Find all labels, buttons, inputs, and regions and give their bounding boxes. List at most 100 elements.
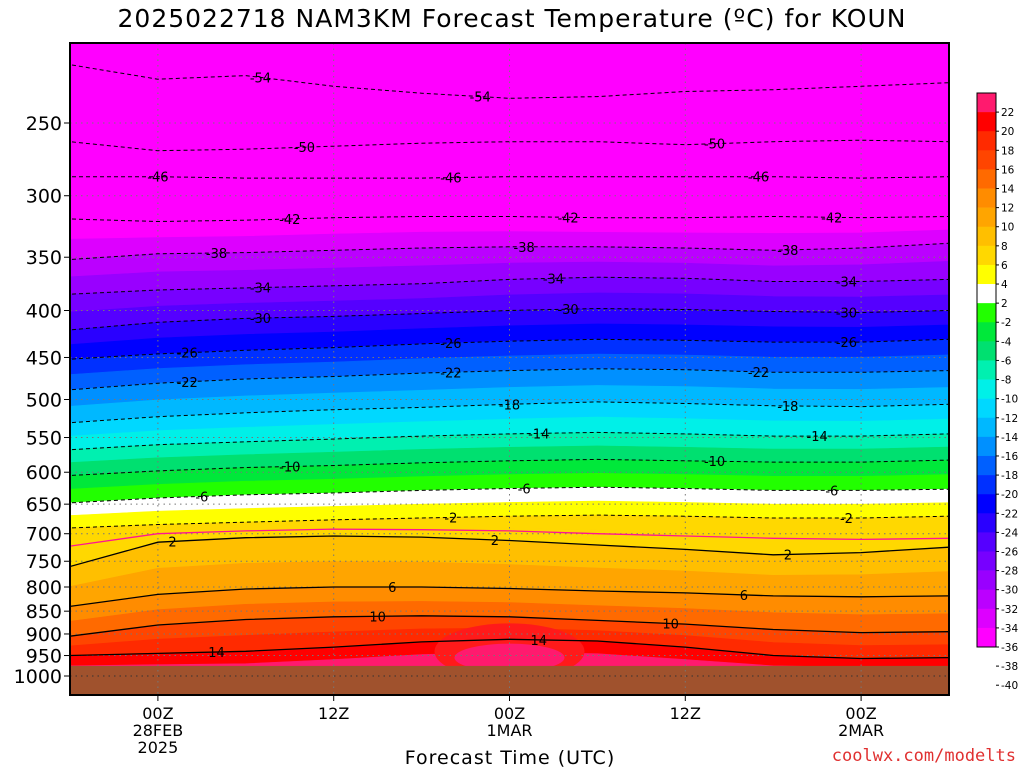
isotherm--22 [70,368,949,391]
isotherm--54 [70,64,949,99]
colorbar-swatch [977,551,996,571]
y-tick-label: 900 [26,624,62,646]
isotherm-label: -38 [206,247,227,262]
colorbar-label: -40 [1001,680,1018,692]
x-tick-label: 00Z [142,704,173,723]
colorbar-label: -18 [1001,470,1018,482]
isotherm-6 [70,586,949,608]
isotherm-label: -6 [518,482,531,497]
colorbar-swatch [977,341,996,361]
isotherm--30 [70,307,949,331]
colorbar-swatch [977,303,996,323]
freezing-line [70,528,949,547]
y-axis: 2503003504004505005506006507007508008509… [14,113,70,688]
isotherm-label: -18 [777,400,798,415]
colorbar-swatch [977,226,996,247]
colorbar-label: -32 [1001,604,1018,616]
colorbar-label: -38 [1001,661,1018,673]
colorbar-swatch [977,398,996,419]
colorbar-label: -4 [1001,336,1012,348]
x-tick-label: 12Z [318,704,349,723]
colorbar-label: 8 [1001,241,1008,253]
colorbar-label: 12 [1001,203,1014,215]
isotherm--38 [70,242,949,260]
colorbar-label: -2 [1001,317,1011,329]
isotherm-label: 2 [784,548,792,563]
colorbar-label: 10 [1001,222,1014,234]
x-tick-label: 28FEB [133,721,184,740]
isotherm-label: -34 [250,282,271,297]
credit-link[interactable]: coolwx.com/modelts [831,746,1016,766]
isotherm--46 [70,176,949,179]
isotherm-label: 2 [168,535,176,550]
isotherm--10 [70,458,949,476]
y-tick-label: 650 [26,494,62,516]
isotherm-label: 6 [740,589,748,604]
isotherm-label: -46 [147,171,168,186]
x-tick-label: 1MAR [486,721,532,740]
isotherm-label: -46 [748,171,769,186]
y-tick-label: 300 [26,186,62,208]
colorbar-label: 4 [1001,279,1008,291]
isotherm-label: -54 [470,91,491,106]
colorbar-swatch [977,207,996,228]
isotherm-label: 10 [662,617,679,632]
temperature-fill [70,43,949,695]
isotherm-label: 14 [531,634,548,649]
colorbar-swatch [977,150,996,170]
y-tick-label: 350 [26,247,62,269]
colorbar-swatch [977,264,996,285]
colorbar-swatch [977,608,996,629]
colorbar-frame [976,92,997,648]
colorbar-label: -30 [1001,585,1018,597]
isotherm--50 [70,139,949,152]
isotherm-label: -30 [557,303,578,318]
colorbar-swatch [977,417,996,438]
colorbar-swatch [977,494,996,514]
colorbar-swatch [977,188,996,208]
isotherm-label: -34 [543,272,564,287]
x-tick-label: 12Z [670,704,701,723]
isotherm-label: -6 [195,490,208,505]
colorbar-label: -20 [1001,489,1018,501]
isotherm--42 [70,215,949,223]
isotherm-label: -22 [440,366,461,381]
x-tick-label: 00Z [845,704,876,723]
isotherm--18 [70,401,949,424]
colorbar-swatch [977,513,996,533]
isotherm-labels: -54 -54 -50 -50 -46 -46 -46 -42 -42 -42 -38 -38 -38 -… [147,71,857,661]
y-tick-label: 1000 [14,666,62,688]
isotherm-label: -26 [836,336,857,351]
colorbar-swatch [977,284,996,304]
colorbar-label: -16 [1001,451,1018,463]
isotherm-label: -50 [704,138,725,153]
y-tick-label: 400 [26,300,62,322]
colorbar-swatch [977,360,996,380]
y-tick-label: 450 [26,347,62,369]
isotherm--2 [70,514,949,529]
colorbar-swatch [977,131,996,151]
colorbar-swatch [977,475,996,495]
isotherm-label: -2 [444,511,457,526]
isotherm-label: -46 [440,172,461,187]
isotherm-label: 10 [369,610,386,625]
isotherm-10 [70,615,949,637]
colorbar-swatch [977,627,996,648]
isotherm-label: -42 [821,211,842,226]
y-tick-label: 850 [26,601,62,623]
y-tick-label: 600 [26,462,62,484]
isotherm-label: -30 [836,306,857,321]
isotherm-label: -6 [825,484,838,499]
isotherm-label: -14 [807,430,828,445]
isotherm-label: -22 [748,366,769,381]
colorbar-label: 22 [1001,107,1014,119]
colorbar-swatch [977,169,996,189]
colorbar-label: 2 [1001,298,1008,310]
colorbar-label: -12 [1001,413,1018,425]
colorbar-swatch [977,436,996,457]
isotherm--6 [70,486,949,504]
isotherm-label: -22 [177,376,198,391]
isotherm-label: -10 [279,461,300,476]
colorbar-swatch [977,455,996,476]
